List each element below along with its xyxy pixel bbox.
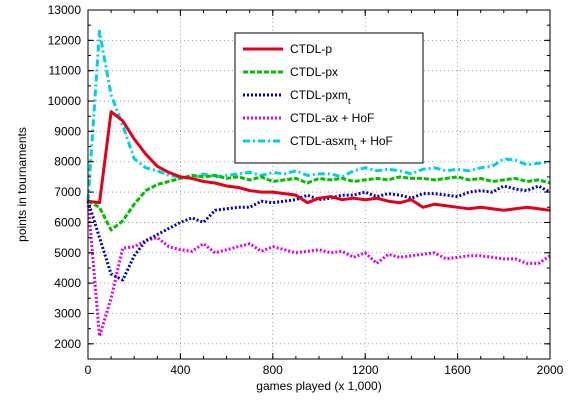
y-tick-label: 3000 — [54, 306, 81, 320]
x-tick-label: 800 — [263, 363, 283, 377]
legend: CTDL-p CTDL-px CTDL-pxmt CTDL-ax + HoF CTDL-… — [234, 32, 424, 164]
legend-label-4: CTDL-ax + HoF — [290, 111, 374, 125]
y-tick-label: 5000 — [54, 246, 81, 260]
y-tick-label: 10000 — [48, 94, 82, 108]
x-axis-label: games played (x 1,000) — [256, 379, 381, 393]
legend-label-1: CTDL-p — [290, 42, 332, 56]
x-tick-label: 1200 — [352, 363, 379, 377]
x-tick-label: 2000 — [537, 363, 564, 377]
y-tick-label: 9000 — [54, 124, 81, 138]
legend-label-5: CTDL-asxmt + HoF — [290, 134, 393, 152]
y-tick-labels: 2000 3000 4000 5000 6000 7000 8000 9000 10000 110… — [48, 3, 82, 351]
axis-ticks — [87, 9, 551, 360]
series-line-4 — [86, 201, 551, 338]
x-tick-labels: 0 400 800 1200 1600 2000 — [85, 363, 564, 377]
series-line-3 — [86, 184, 551, 282]
x-tick-label: 1600 — [444, 363, 471, 377]
x-tick-label: 400 — [170, 363, 190, 377]
legend-label-2: CTDL-px — [290, 65, 338, 79]
series-line-2 — [87, 173, 551, 232]
legend-label-3: CTDL-pxmt — [290, 88, 351, 106]
grid-lines — [88, 10, 550, 359]
legend-entries: CTDL-p CTDL-px CTDL-pxmt CTDL-ax + HoF CTDL-… — [243, 42, 393, 152]
series-line-1 — [87, 110, 551, 212]
legend-box — [234, 32, 424, 164]
y-axis-label: points in tournaments — [15, 127, 29, 242]
y-tick-label: 7000 — [54, 185, 81, 199]
y-tick-label: 4000 — [54, 276, 81, 290]
y-tick-label: 6000 — [54, 215, 81, 229]
x-tick-label: 0 — [85, 363, 92, 377]
y-tick-label: 12000 — [48, 33, 82, 47]
y-tick-label: 2000 — [54, 337, 81, 351]
series-line-5 — [86, 29, 551, 202]
y-tick-label: 8000 — [54, 155, 81, 169]
series-lines — [86, 29, 551, 338]
y-tick-label: 11000 — [49, 64, 82, 78]
y-tick-label: 13000 — [48, 3, 82, 17]
